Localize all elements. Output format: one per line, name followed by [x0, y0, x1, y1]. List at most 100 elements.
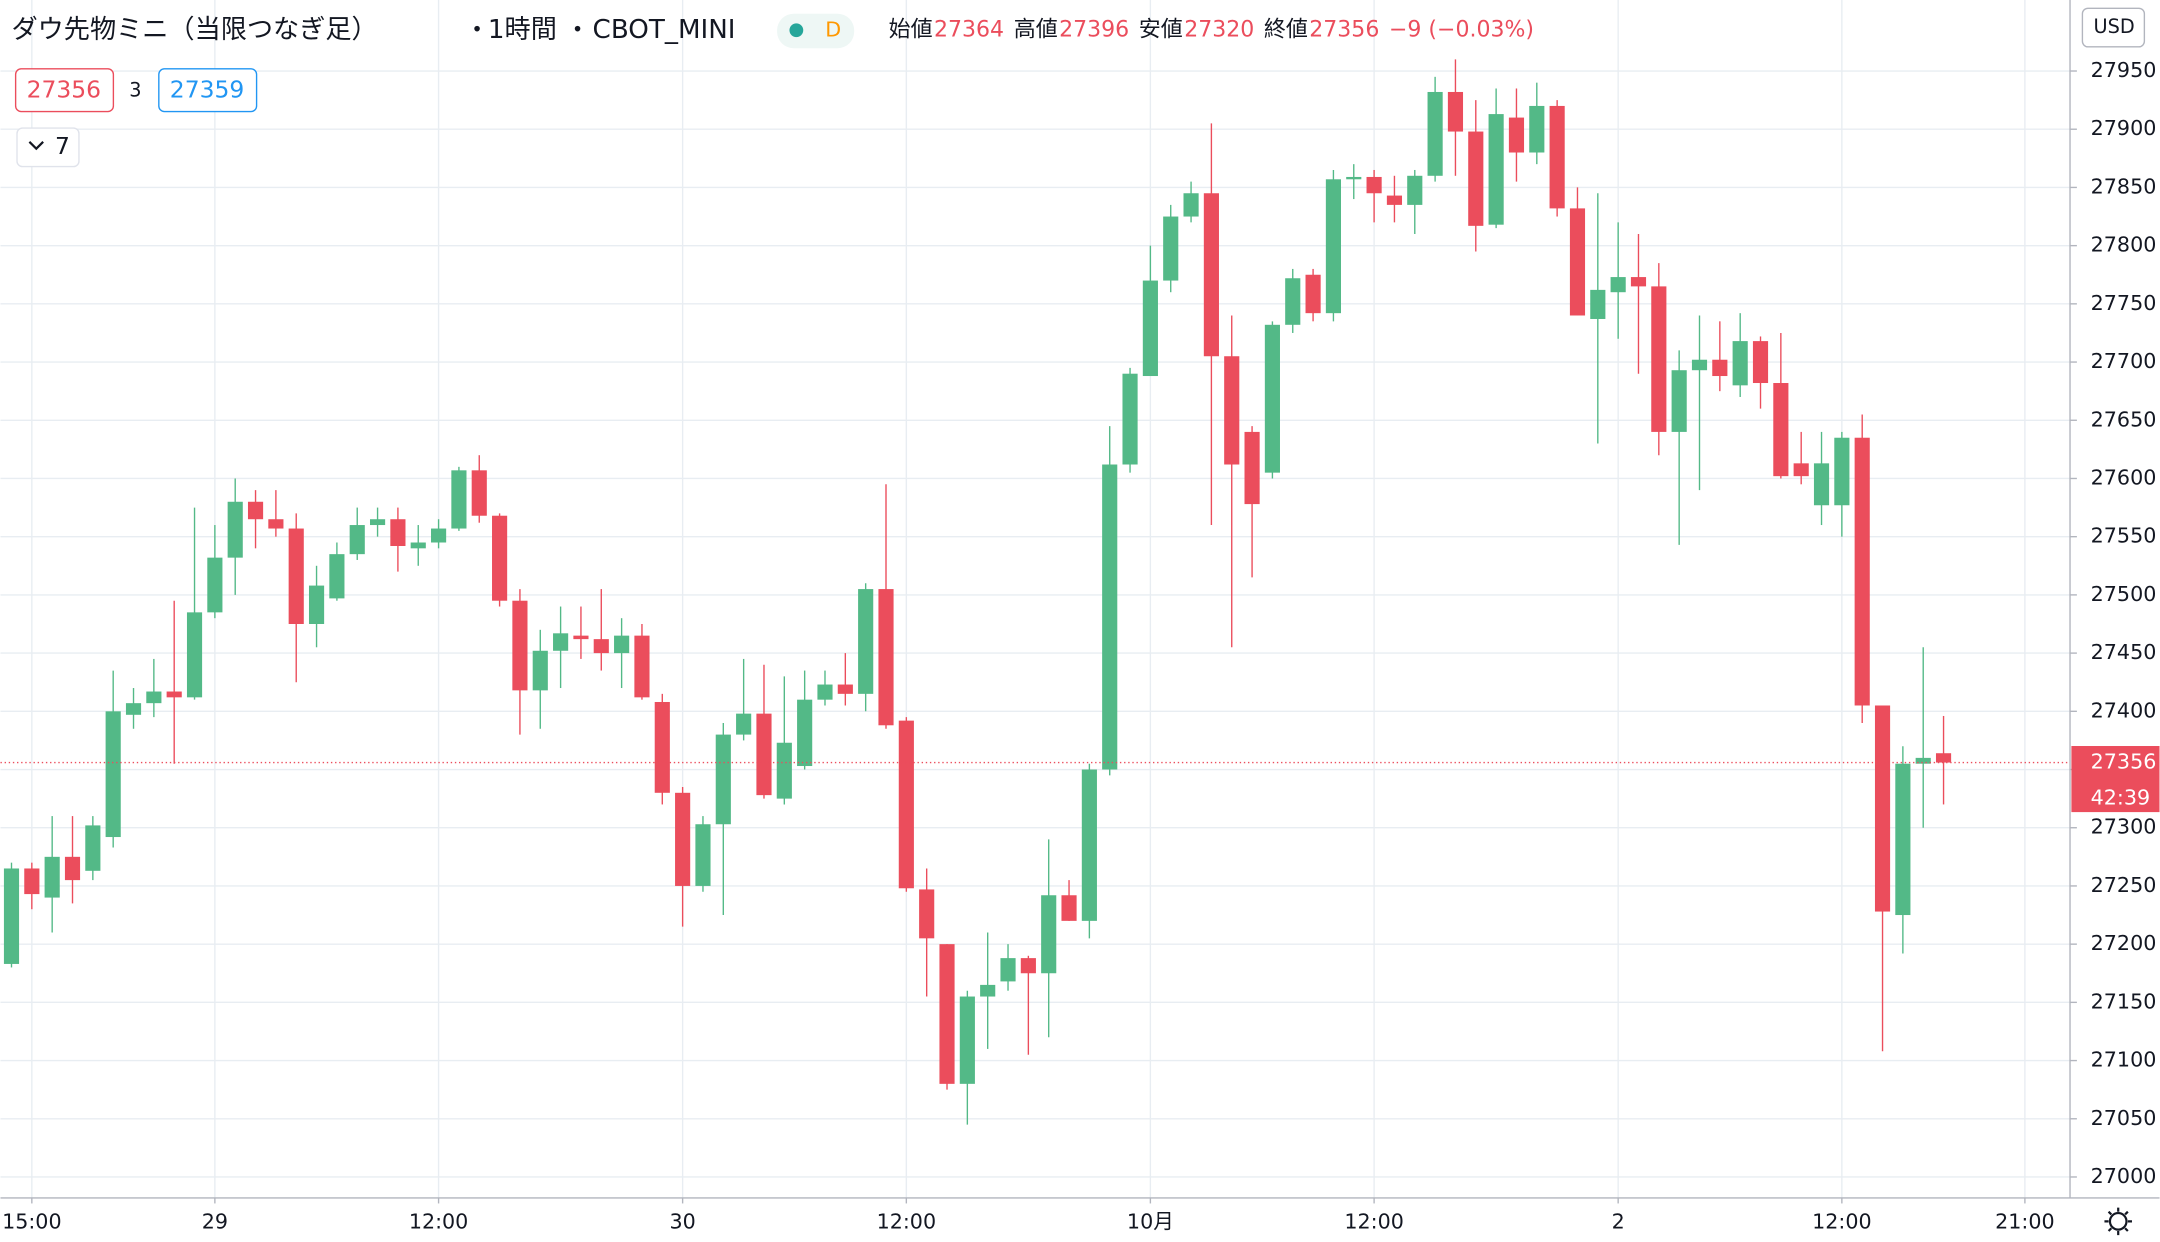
- candle-body: [1102, 464, 1118, 770]
- buy-button[interactable]: [158, 68, 258, 113]
- candle-body: [512, 600, 528, 691]
- candle-body: [1630, 277, 1647, 287]
- candle-body: [1752, 341, 1769, 384]
- symbol: ダウ先物ミニ（当限つなぎ足）: [11, 15, 377, 45]
- candle-body: [1732, 341, 1748, 386]
- y-tick-label: 27900: [2091, 116, 2157, 140]
- y-tick-label: 27300: [2091, 815, 2157, 839]
- candle-body: [878, 589, 894, 726]
- candle-body: [451, 470, 467, 529]
- candle-body: [1346, 176, 1362, 180]
- exchange: CBOT_MINI: [593, 15, 736, 45]
- candle-body: [1590, 289, 1606, 319]
- ohlc-value: 27364: [934, 17, 1004, 42]
- interval: 1時間: [488, 15, 557, 45]
- candle-body: [1407, 175, 1423, 205]
- candle-body: [125, 703, 142, 715]
- candle-body: [105, 711, 121, 838]
- grid: [0, 0, 2071, 1198]
- candle-body: [959, 996, 975, 1084]
- candle-body: [1203, 193, 1219, 357]
- candle-body: [85, 825, 101, 871]
- candles: [3, 59, 1952, 1125]
- candle-body: [756, 713, 772, 796]
- candle-body: [1061, 895, 1077, 921]
- separator: •: [471, 18, 482, 41]
- candle-body: [1081, 769, 1097, 921]
- candle-body: [492, 515, 508, 601]
- candle-body: [1834, 437, 1850, 506]
- candle-body: [186, 612, 203, 698]
- x-tick-label: 2: [1612, 1210, 1625, 1234]
- x-tick-label: 12:00: [409, 1210, 468, 1234]
- candle-body: [268, 519, 284, 529]
- y-tick-label: 27800: [2091, 233, 2157, 257]
- candle-body: [1386, 195, 1403, 205]
- candle-body: [207, 557, 223, 613]
- time-axis: 15:00 29 12:00 30 12:00 10月 12:00 2 12:00 21:00: [2, 1197, 2055, 1234]
- candle-body: [939, 944, 955, 1084]
- candle-body: [1041, 895, 1057, 974]
- candle-body: [471, 470, 487, 516]
- x-tick-label: 15:00: [2, 1210, 61, 1234]
- candle-body: [980, 984, 996, 997]
- candle-body: [410, 542, 426, 549]
- y-tick-label: 27000: [2091, 1164, 2157, 1188]
- candle-body: [817, 684, 833, 700]
- candle-body: [1793, 463, 1809, 477]
- candle-body: [1712, 359, 1728, 377]
- indicators-count: 7: [55, 132, 70, 160]
- candle-body: [1935, 753, 1952, 763]
- y-tick-label: 27550: [2091, 524, 2157, 548]
- y-tick-label: 27250: [2091, 873, 2157, 897]
- indicators-toggle[interactable]: [16, 127, 80, 168]
- candle-body: [227, 501, 243, 558]
- candle-body: [776, 742, 792, 799]
- y-tick-label: 27700: [2091, 349, 2157, 373]
- ohlc-label: 安値: [1139, 17, 1183, 42]
- candle-body: [695, 824, 711, 886]
- settings-icon[interactable]: [2104, 1207, 2132, 1236]
- candle-body: [736, 713, 752, 735]
- y-tick-label: 27200: [2091, 931, 2157, 955]
- candle-body: [1264, 324, 1280, 473]
- legend-header: ダウ先物ミニ（当限つなぎ足） • 1時間 • CBOT_MINI D 始値 273…: [11, 13, 1534, 49]
- candle-body: [329, 554, 345, 599]
- y-tick-label: 27750: [2091, 291, 2157, 315]
- x-tick-label: 10月: [1127, 1210, 1174, 1234]
- candle-body: [1874, 705, 1891, 912]
- candle-body: [3, 868, 20, 964]
- x-tick-label: 12:00: [877, 1210, 936, 1234]
- candle-body: [1610, 277, 1626, 293]
- candle-body: [1020, 958, 1036, 974]
- candle-body: [1366, 176, 1382, 194]
- ohlc-label: 始値: [889, 17, 933, 42]
- status-pill[interactable]: [777, 13, 855, 49]
- candle-body: [1854, 437, 1870, 706]
- currency-button[interactable]: [2081, 7, 2146, 48]
- y-tick-label: 27650: [2091, 407, 2157, 431]
- x-tick-label: 21:00: [1995, 1210, 2054, 1234]
- candle-body: [1000, 958, 1016, 982]
- candle-body: [675, 792, 691, 886]
- candle-body: [431, 528, 447, 543]
- candle-body: [654, 701, 670, 793]
- price-axis: 2700027050271002715027200272502730027350…: [2070, 58, 2156, 1188]
- ohlc-label: 高値: [1014, 17, 1058, 42]
- sell-price: 27356: [27, 75, 101, 103]
- candle-body: [369, 519, 386, 526]
- y-tick-label: 27150: [2091, 989, 2157, 1013]
- candle-body: [1325, 179, 1341, 314]
- candle-body: [1773, 383, 1789, 477]
- candle-body: [532, 650, 548, 691]
- candle-body: [146, 691, 162, 704]
- candle-body: [898, 720, 914, 889]
- candle-body: [1285, 278, 1301, 325]
- sell-button[interactable]: [14, 68, 115, 113]
- y-tick-label: 27850: [2091, 174, 2157, 198]
- candle-body: [24, 868, 40, 895]
- candle-body: [1651, 286, 1667, 432]
- x-tick-label: 29: [202, 1210, 228, 1234]
